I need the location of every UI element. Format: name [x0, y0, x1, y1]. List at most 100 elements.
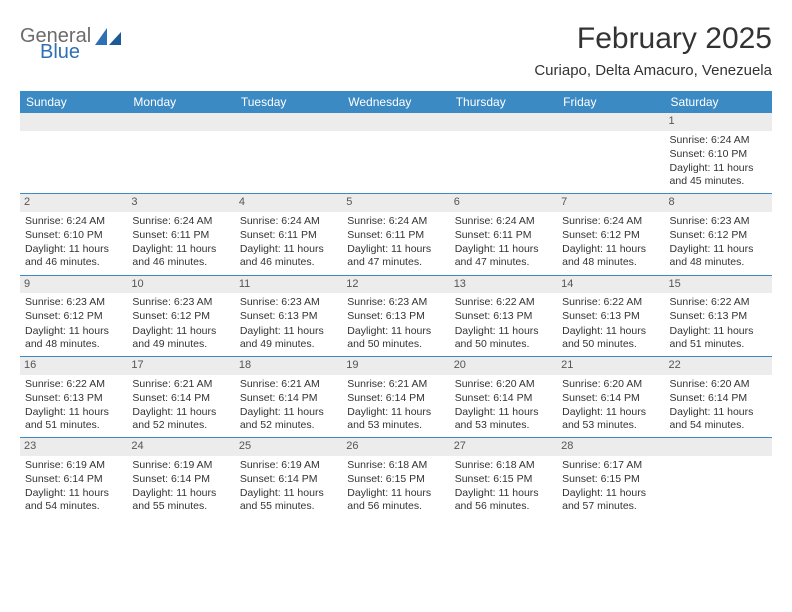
calendar-day: 28Sunrise: 6:17 AMSunset: 6:15 PMDayligh… — [557, 438, 664, 519]
daylight-line: Daylight: 11 hours and 54 minutes. — [670, 406, 767, 432]
day-info: Sunrise: 6:24 AMSunset: 6:11 PMDaylight:… — [455, 215, 552, 270]
sunset-line: Sunset: 6:14 PM — [240, 473, 337, 486]
day-info: Sunrise: 6:22 AMSunset: 6:13 PMDaylight:… — [670, 296, 767, 351]
calendar-day: 26Sunrise: 6:18 AMSunset: 6:15 PMDayligh… — [342, 438, 449, 519]
day-info: Sunrise: 6:24 AMSunset: 6:11 PMDaylight:… — [347, 215, 444, 270]
daylight-line: Daylight: 11 hours and 51 minutes. — [25, 406, 122, 432]
day-info: Sunrise: 6:19 AMSunset: 6:14 PMDaylight:… — [25, 459, 122, 514]
daylight-line: Daylight: 11 hours and 47 minutes. — [455, 243, 552, 269]
daylight-line: Daylight: 11 hours and 52 minutes. — [132, 406, 229, 432]
calendar-day: 27Sunrise: 6:18 AMSunset: 6:15 PMDayligh… — [450, 438, 557, 519]
daylight-line: Daylight: 11 hours and 49 minutes. — [240, 325, 337, 351]
calendar-day: 14 Sunrise: 6:22 AMSunset: 6:13 PM Dayligh… — [557, 275, 664, 356]
day-number — [450, 113, 557, 131]
sunrise-line: Sunrise: 6:21 AM — [240, 378, 337, 391]
day-info: Sunrise: 6:22 AMSunset: 6:13 PMDaylight:… — [25, 378, 122, 433]
day-info: Sunrise: 6:20 AMSunset: 6:14 PMDaylight:… — [455, 378, 552, 433]
sunrise-line: Sunrise: 6:21 AM — [132, 378, 229, 391]
sunrise-line: Sunrise: 6:19 AM — [240, 459, 337, 472]
daylight-line: Daylight: 11 hours and 50 minutes. — [455, 325, 552, 351]
sunrise-line: Sunrise: 6:24 AM — [132, 215, 229, 228]
daylight-line: Daylight: 11 hours and 57 minutes. — [562, 487, 659, 513]
day-info: Sunrise: 6:20 AMSunset: 6:14 PMDaylight:… — [670, 378, 767, 433]
day-number: 14 — [557, 276, 664, 294]
sunset-line: Sunset: 6:10 PM — [25, 229, 122, 242]
day-info: Sunrise: 6:22 AMSunset: 6:13 PMDaylight:… — [455, 296, 552, 351]
day-number: 8 — [665, 194, 772, 212]
daylight-line: Daylight: 11 hours and 46 minutes. — [132, 243, 229, 269]
sunrise-line: Sunrise: 6:23 AM — [670, 215, 767, 228]
sunset-line: Sunset: 6:13 PM — [562, 310, 659, 323]
sunrise-line: Sunrise: 6:23 AM — [240, 296, 337, 309]
calendar-day: 10Sunrise: 6:23 AMSunset: 6:12 PMDayligh… — [127, 275, 234, 356]
calendar-empty — [557, 113, 664, 194]
day-number: 23 — [20, 438, 127, 456]
day-info: Sunrise: 6:19 AMSunset: 6:14 PMDaylight:… — [132, 459, 229, 514]
day-number: 10 — [127, 276, 234, 294]
daylight-line: Daylight: 11 hours and 55 minutes. — [240, 487, 337, 513]
calendar-empty — [450, 113, 557, 194]
sunrise-line: Sunrise: 6:22 AM — [562, 296, 659, 309]
sunrise-line: Sunrise: 6:24 AM — [455, 215, 552, 228]
calendar-day: 2Sunrise: 6:24 AMSunset: 6:10 PMDaylight… — [20, 194, 127, 275]
sunrise-line: Sunrise: 6:20 AM — [455, 378, 552, 391]
day-number: 27 — [450, 438, 557, 456]
day-number: 21 — [557, 357, 664, 375]
day-number: 11 — [235, 276, 342, 294]
daylight-line: Daylight: 11 hours and 47 minutes. — [347, 243, 444, 269]
sunrise-line: Sunrise: 6:19 AM — [25, 459, 122, 472]
calendar-header: SundayMondayTuesdayWednesdayThursdayFrid… — [20, 91, 772, 113]
calendar-empty — [20, 113, 127, 194]
sunset-line: Sunset: 6:12 PM — [132, 310, 229, 323]
sunrise-line: Sunrise: 6:20 AM — [562, 378, 659, 391]
calendar-day: 4Sunrise: 6:24 AMSunset: 6:11 PMDaylight… — [235, 194, 342, 275]
day-number: 12 — [342, 276, 449, 294]
weekday-header: Thursday — [450, 91, 557, 113]
sunrise-line: Sunrise: 6:23 AM — [132, 296, 229, 309]
page: General Blue February 2025 Curiapo, Delt… — [0, 0, 792, 528]
calendar-empty — [127, 113, 234, 194]
daylight-line: Daylight: 11 hours and 54 minutes. — [25, 487, 122, 513]
weekday-header: Tuesday — [235, 91, 342, 113]
daylight-line: Daylight: 11 hours and 50 minutes. — [562, 325, 659, 351]
sunrise-line: Sunrise: 6:22 AM — [670, 296, 767, 309]
calendar-day: 6 Sunrise: 6:24 AMSunset: 6:11 PMDaylight… — [450, 194, 557, 275]
calendar-day: 11 Sunrise: 6:23 AMSunset: 6:13 PM Dayligh… — [235, 275, 342, 356]
day-number: 18 — [235, 357, 342, 375]
day-number: 1 — [665, 113, 772, 131]
calendar-day: 1Sunrise: 6:24 AMSunset: 6:10 PMDaylight… — [665, 113, 772, 194]
calendar-day: 13Sunrise: 6:22 AMSunset: 6:13 PMDayligh… — [450, 275, 557, 356]
daylight-line: Daylight: 11 hours and 45 minutes. — [670, 162, 767, 188]
day-info: Sunrise: 6:21 AMSunset: 6:14 PMDaylight:… — [240, 378, 337, 433]
day-number — [235, 113, 342, 131]
location: Curiapo, Delta Amacuro, Venezuela — [534, 62, 772, 79]
weekday-header: Friday — [557, 91, 664, 113]
weekday-header: Wednesday — [342, 91, 449, 113]
calendar-day: 9Sunrise: 6:23 AMSunset: 6:12 PMDaylight… — [20, 275, 127, 356]
day-info: Sunrise: 6:18 AMSunset: 6:15 PMDaylight:… — [347, 459, 444, 514]
sunrise-line: Sunrise: 6:24 AM — [347, 215, 444, 228]
day-number: 6 — [450, 194, 557, 212]
calendar-empty — [342, 113, 449, 194]
sunrise-line: Sunrise: 6:22 AM — [25, 378, 122, 391]
weekday-header: Saturday — [665, 91, 772, 113]
sunset-line: Sunset: 6:14 PM — [132, 473, 229, 486]
title-block: February 2025 Curiapo, Delta Amacuro, Ve… — [534, 22, 772, 79]
day-info: Sunrise: 6:24 AMSunset: 6:12 PMDaylight:… — [562, 215, 659, 270]
sunset-line: Sunset: 6:11 PM — [347, 229, 444, 242]
day-number: 15 — [665, 276, 772, 294]
daylight-line: Daylight: 11 hours and 50 minutes. — [347, 325, 444, 351]
calendar-day: 22Sunrise: 6:20 AMSunset: 6:14 PMDayligh… — [665, 356, 772, 437]
calendar-day: 18 Sunrise: 6:21 AMSunset: 6:14 PMDayligh… — [235, 356, 342, 437]
day-number: 4 — [235, 194, 342, 212]
logo: General Blue — [20, 22, 121, 62]
page-title: February 2025 — [534, 22, 772, 56]
sunrise-line: Sunrise: 6:21 AM — [347, 378, 444, 391]
sunset-line: Sunset: 6:14 PM — [240, 392, 337, 405]
day-info: Sunrise: 6:24 AMSunset: 6:11 PMDaylight:… — [132, 215, 229, 270]
sunrise-line: Sunrise: 6:23 AM — [25, 296, 122, 309]
sunset-line: Sunset: 6:14 PM — [347, 392, 444, 405]
daylight-line: Daylight: 11 hours and 48 minutes. — [670, 243, 767, 269]
sunset-line: Sunset: 6:13 PM — [240, 310, 337, 323]
sunset-line: Sunset: 6:12 PM — [25, 310, 122, 323]
